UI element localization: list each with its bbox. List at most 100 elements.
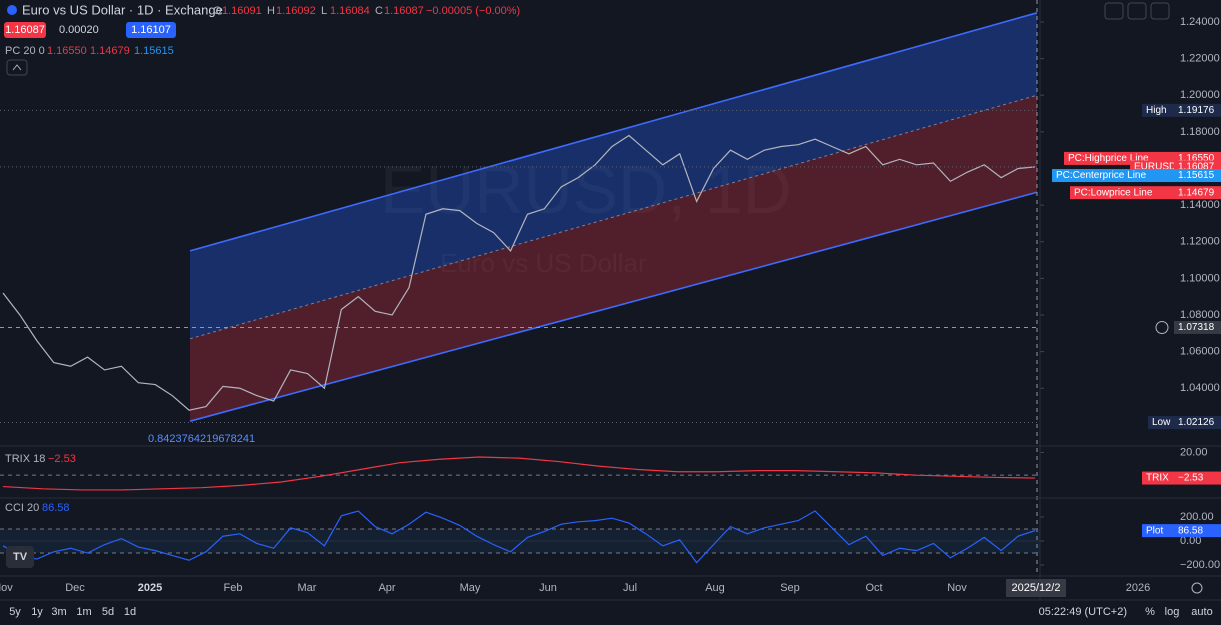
y-tick-label: 1.12000 <box>1180 236 1220 248</box>
ohlc-label: O <box>213 5 222 17</box>
range-button[interactable]: 1m <box>76 606 91 618</box>
indicator-name: PC 20 0 <box>5 45 45 57</box>
indicator-marker-value-box <box>1174 524 1221 538</box>
y-tick-label: 200.00 <box>1180 511 1214 523</box>
range-button[interactable]: 1y <box>31 606 43 618</box>
range-button[interactable]: 1d <box>124 606 136 618</box>
y-tick-label: 20.00 <box>1180 446 1208 458</box>
range-button[interactable]: 5y <box>9 606 21 618</box>
y-tick-label: 1.08000 <box>1180 309 1220 321</box>
price-marker-value: 1.15615 <box>1178 170 1215 181</box>
channel-lower-fill <box>190 95 1037 422</box>
x-tick-label: 2025 <box>138 582 162 594</box>
x-tick-label: Nov <box>0 582 13 594</box>
indicator-marker-name-box <box>1142 524 1174 538</box>
scale-option[interactable]: log <box>1165 606 1180 618</box>
down-button[interactable] <box>1104 2 1124 20</box>
scale-option[interactable]: auto <box>1191 606 1212 618</box>
ohlc-value: 1.16084 <box>330 5 370 17</box>
x-tick-label: Oct <box>865 582 882 594</box>
price-marker-value-box <box>1174 103 1221 117</box>
price-marker-name: EURUSD <box>1134 162 1176 173</box>
y-tick-label: 1.24000 <box>1180 16 1220 28</box>
cursor-box <box>1006 579 1066 597</box>
x-tick-label: Jul <box>623 582 637 594</box>
y-tick-label: 1.22000 <box>1180 53 1220 65</box>
indicator-marker-name: Plot <box>1146 525 1163 536</box>
price-marker-value-box <box>1174 186 1221 200</box>
ask[interactable]: 1.16107 <box>131 24 171 36</box>
price-marker-value: 1.16087 <box>1178 162 1215 173</box>
trix-value: −2.53 <box>48 453 76 465</box>
channel-lower <box>189 191 1038 422</box>
x-tick-label: Apr <box>378 582 395 594</box>
watermark-symbol: EURUSD, 1D <box>380 152 792 228</box>
indicator-marker-name-box <box>1142 471 1174 485</box>
add-button[interactable] <box>1155 320 1169 334</box>
y-tick-label: 1.06000 <box>1180 346 1220 358</box>
refresh-button[interactable] <box>1150 2 1170 20</box>
x-tick-label: May <box>460 582 481 594</box>
x-tick-label: Mar <box>298 582 317 594</box>
ask-box[interactable] <box>126 22 176 38</box>
collapse-button[interactable] <box>6 59 28 76</box>
symbol-flag <box>7 5 17 15</box>
y-tick-label: 1.18000 <box>1180 126 1220 138</box>
price-marker-name: High <box>1146 105 1167 116</box>
y-tick-label: −200.00 <box>1180 559 1220 571</box>
price-marker-name: PC:Centerprice Line <box>1056 170 1146 181</box>
ohlc-label: C <box>375 5 383 17</box>
tv-logo[interactable] <box>6 546 34 568</box>
ohlc-value: 1.16091 <box>222 5 262 17</box>
x-tick-label: Jun <box>539 582 557 594</box>
ohlc-label: L <box>321 5 327 17</box>
cci-value: 86.58 <box>42 502 70 514</box>
maximize-button[interactable] <box>1127 2 1147 20</box>
indicator-marker-value: −2.53 <box>1178 473 1204 484</box>
indicator-marker-value-box <box>1174 471 1221 485</box>
indicator-value: 1.14679 <box>90 45 130 57</box>
x-tick-label: 2026 <box>1126 582 1150 594</box>
price-marker-name-box <box>1142 103 1174 117</box>
price-marker-value: 1.02126 <box>1178 417 1215 428</box>
indicator-marker-value: 86.58 <box>1178 525 1203 536</box>
ohlc-value: 1.16087 <box>384 5 424 17</box>
cursor-date: 2025/12/2 <box>1012 582 1061 594</box>
x-tick-label: Dec <box>65 582 85 594</box>
y-tick-label: 1.04000 <box>1180 382 1220 394</box>
x-tick-label: Aug <box>705 582 725 594</box>
price-marker-name: PC:Lowprice Line <box>1074 187 1153 198</box>
x-tick-label: Sep <box>780 582 800 594</box>
indicator-value: 1.15615 <box>134 45 174 57</box>
chevron-icon <box>12 64 22 71</box>
indicator-marker-name: TRIX <box>1146 473 1169 484</box>
series-line <box>2 134 1036 411</box>
price-marker-name-box <box>1070 186 1174 200</box>
settings-icon[interactable] <box>1191 582 1203 594</box>
clock: 05:22:49 (UTC+2) <box>1039 606 1127 618</box>
crosshair-box <box>1174 320 1221 334</box>
scale-option[interactable]: % <box>1145 606 1155 618</box>
x-tick-label: Feb <box>224 582 243 594</box>
cci-title: CCI 20 <box>5 502 39 514</box>
tv-logo-text: TV <box>13 551 28 563</box>
ohlc-label: H <box>267 5 275 17</box>
indicator-value: 1.16550 <box>47 45 87 57</box>
range-button[interactable]: 5d <box>102 606 114 618</box>
price-marker-value-box <box>1174 416 1221 430</box>
range-button[interactable]: 3m <box>51 606 66 618</box>
y-tick-label: 0.00 <box>1180 535 1201 547</box>
annotation: 0.8423764219678241 <box>148 433 255 445</box>
symbol-title: Euro vs US Dollar · 1D · Exchange <box>22 2 223 17</box>
y-tick-label: 1.14000 <box>1180 199 1220 211</box>
price-marker-value: 1.16550 <box>1178 153 1215 164</box>
crosshair-label: 1.07318 <box>1178 322 1215 333</box>
bid[interactable]: 1.16087 <box>5 24 45 36</box>
channel-upper-fill <box>190 12 1037 339</box>
price-marker-name: Low <box>1152 417 1171 428</box>
channel-upper <box>189 12 1038 252</box>
bid-box[interactable] <box>4 22 46 38</box>
price-marker-value-box <box>1174 169 1221 183</box>
spread: 0.00020 <box>59 24 99 36</box>
y-tick-label: 1.10000 <box>1180 272 1220 284</box>
